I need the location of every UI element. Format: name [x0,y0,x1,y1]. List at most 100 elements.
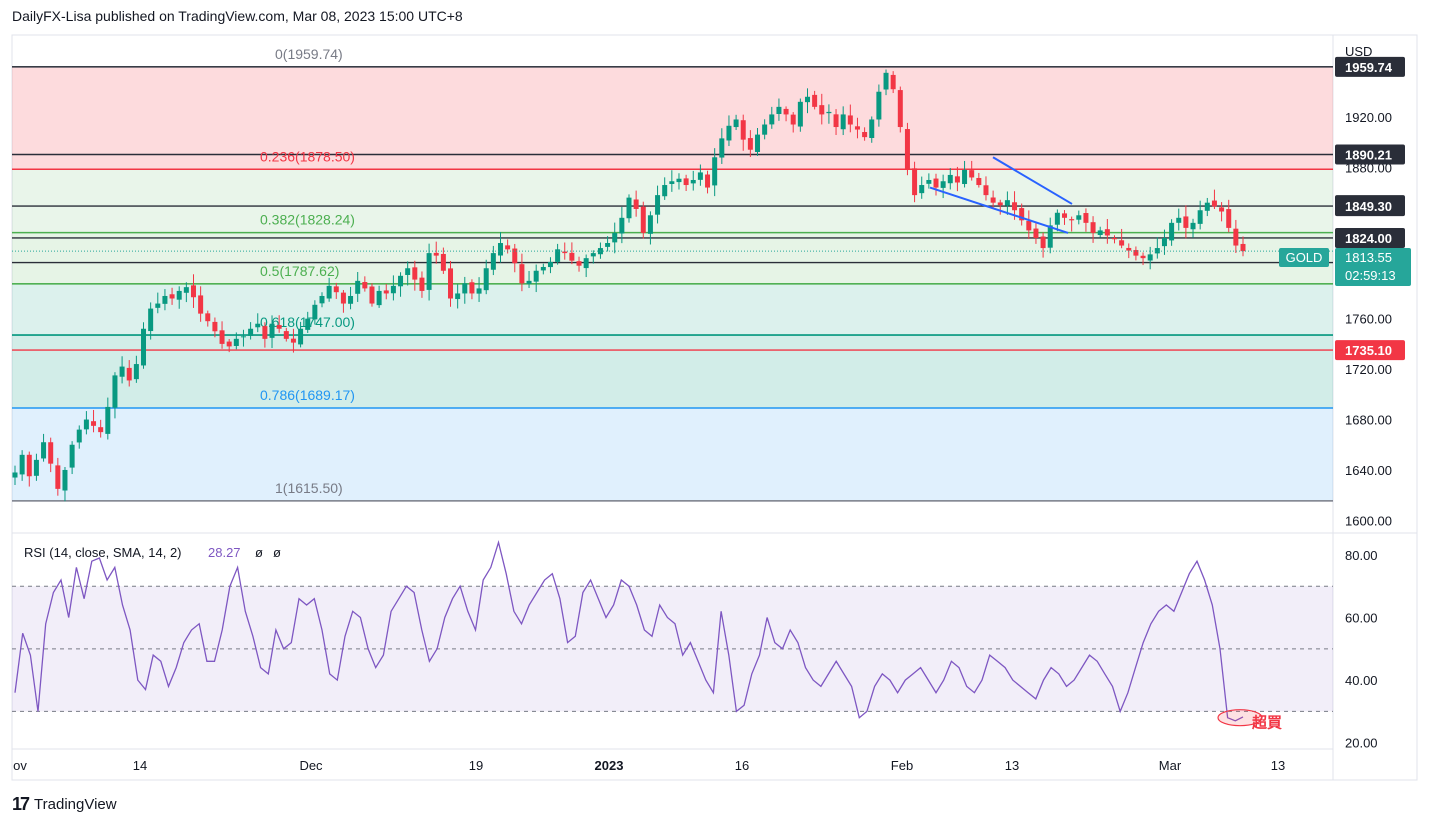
rsi-tick-label: 40.00 [1345,673,1378,688]
candle-body [1197,210,1203,224]
candle-body [398,275,404,287]
rsi-tick-label: 80.00 [1345,548,1378,563]
candle-body [647,215,653,234]
candle-body [490,253,496,270]
candle-body [612,232,618,243]
candle-body [1111,237,1117,240]
lower-trend-line [929,186,1069,234]
fib-label-1: 1(1615.50) [275,480,343,496]
candle-body [683,178,689,186]
candle-body [190,285,196,298]
rsi-tick-label: 60.00 [1345,611,1378,626]
candle-body [1026,220,1032,231]
candle-body [340,292,346,304]
candle-body [505,245,511,250]
candle-body [576,261,582,266]
candle-body [369,286,375,304]
candle-body [733,119,739,128]
candle-body [219,330,225,344]
fib-zone-0.382 [12,232,1333,284]
candle-body [669,181,675,184]
price-label-text: 1735.10 [1345,343,1392,358]
time-tick-label: 13 [1271,758,1285,773]
candle-body [1147,254,1153,261]
candle-body [269,323,275,338]
candle-body [55,465,61,489]
bar-countdown-text: 02:59:13 [1345,268,1396,283]
candle-body [933,178,939,188]
candle-body [105,406,111,434]
candle-body [98,427,104,433]
fib-label-0: 0(1959.74) [275,46,343,62]
price-axis-ticks: 1920.001880.001760.001720.001680.001640.… [1345,110,1392,528]
price-label-badge [1335,56,1405,77]
candle-body [1183,216,1189,228]
candle-body [940,181,946,188]
candle-body [954,176,960,183]
candle-body [119,366,125,377]
price-tick-label: 1760.00 [1345,312,1392,327]
time-axis-ticks: ov 14 Dec 19 2023 16 Feb 13 Mar 13 [13,758,1285,773]
candle-body [426,253,432,290]
candle-body [390,285,396,294]
candle-body [619,217,625,234]
symbol-tag-badge [1279,248,1329,267]
price-tick-label: 1720.00 [1345,362,1392,377]
candle-body [826,111,832,114]
candle-body [662,185,668,197]
candle-body [1176,217,1182,223]
candle-body [62,469,68,491]
candle-body [469,282,475,294]
candle-body [433,252,439,256]
fib-label-0.382: 0.382(1828.24) [260,212,355,228]
price-tick-label: 1920.00 [1345,110,1392,125]
candle-body [126,367,132,381]
rsi-axis-ticks: 80.00 60.00 40.00 20.00 [1345,548,1378,751]
candle-body [305,318,311,330]
rsi-line [14,539,1244,722]
candle-body [1226,209,1232,228]
candle-body [1076,215,1082,220]
candle-body [1033,228,1039,238]
fib-zone-0 [12,66,1333,170]
candle-body [226,341,232,347]
candle-body [726,125,732,141]
rsi-legend-label[interactable]: RSI (14, close, SMA, 14, 2) [24,545,182,560]
currency-label: USD [1345,44,1372,59]
candle-body [19,454,25,475]
candle-body [69,444,75,468]
trend-lines [929,156,1073,234]
candle-body [990,197,996,203]
candle-body [362,282,368,289]
candle-body [326,285,332,299]
candle-body [947,174,953,184]
candle-body [819,105,825,115]
candle-body [1233,228,1239,246]
candle-body [76,429,82,443]
candle-body [540,266,546,271]
time-tick-label: 14 [133,758,147,773]
candle-body [169,294,175,299]
time-tick-label: 13 [1005,758,1019,773]
price-label-badge [1335,340,1405,361]
candle-body [405,268,411,275]
candle-body [1097,230,1103,235]
candle-body [141,328,147,366]
candle-body [312,304,318,320]
candle-body [240,336,246,338]
candle-body [1161,237,1167,247]
price-label-text: 1849.30 [1345,199,1392,214]
candle-body [840,114,846,130]
last-price-badge [1335,248,1411,286]
tradingview-logo-icon[interactable]: 17 [12,794,30,814]
tradingview-brand[interactable]: TradingView [34,796,117,813]
candle-body [476,288,482,294]
candle-body [812,94,818,107]
price-tick-label: 1680.00 [1345,413,1392,428]
time-tick-label: 2023 [595,758,624,773]
candle-body [1190,222,1196,230]
candle-body [333,286,339,293]
fib-zone-0.5 [12,283,1333,336]
publisher-line: DailyFX-Lisa published on TradingView.co… [12,8,463,24]
